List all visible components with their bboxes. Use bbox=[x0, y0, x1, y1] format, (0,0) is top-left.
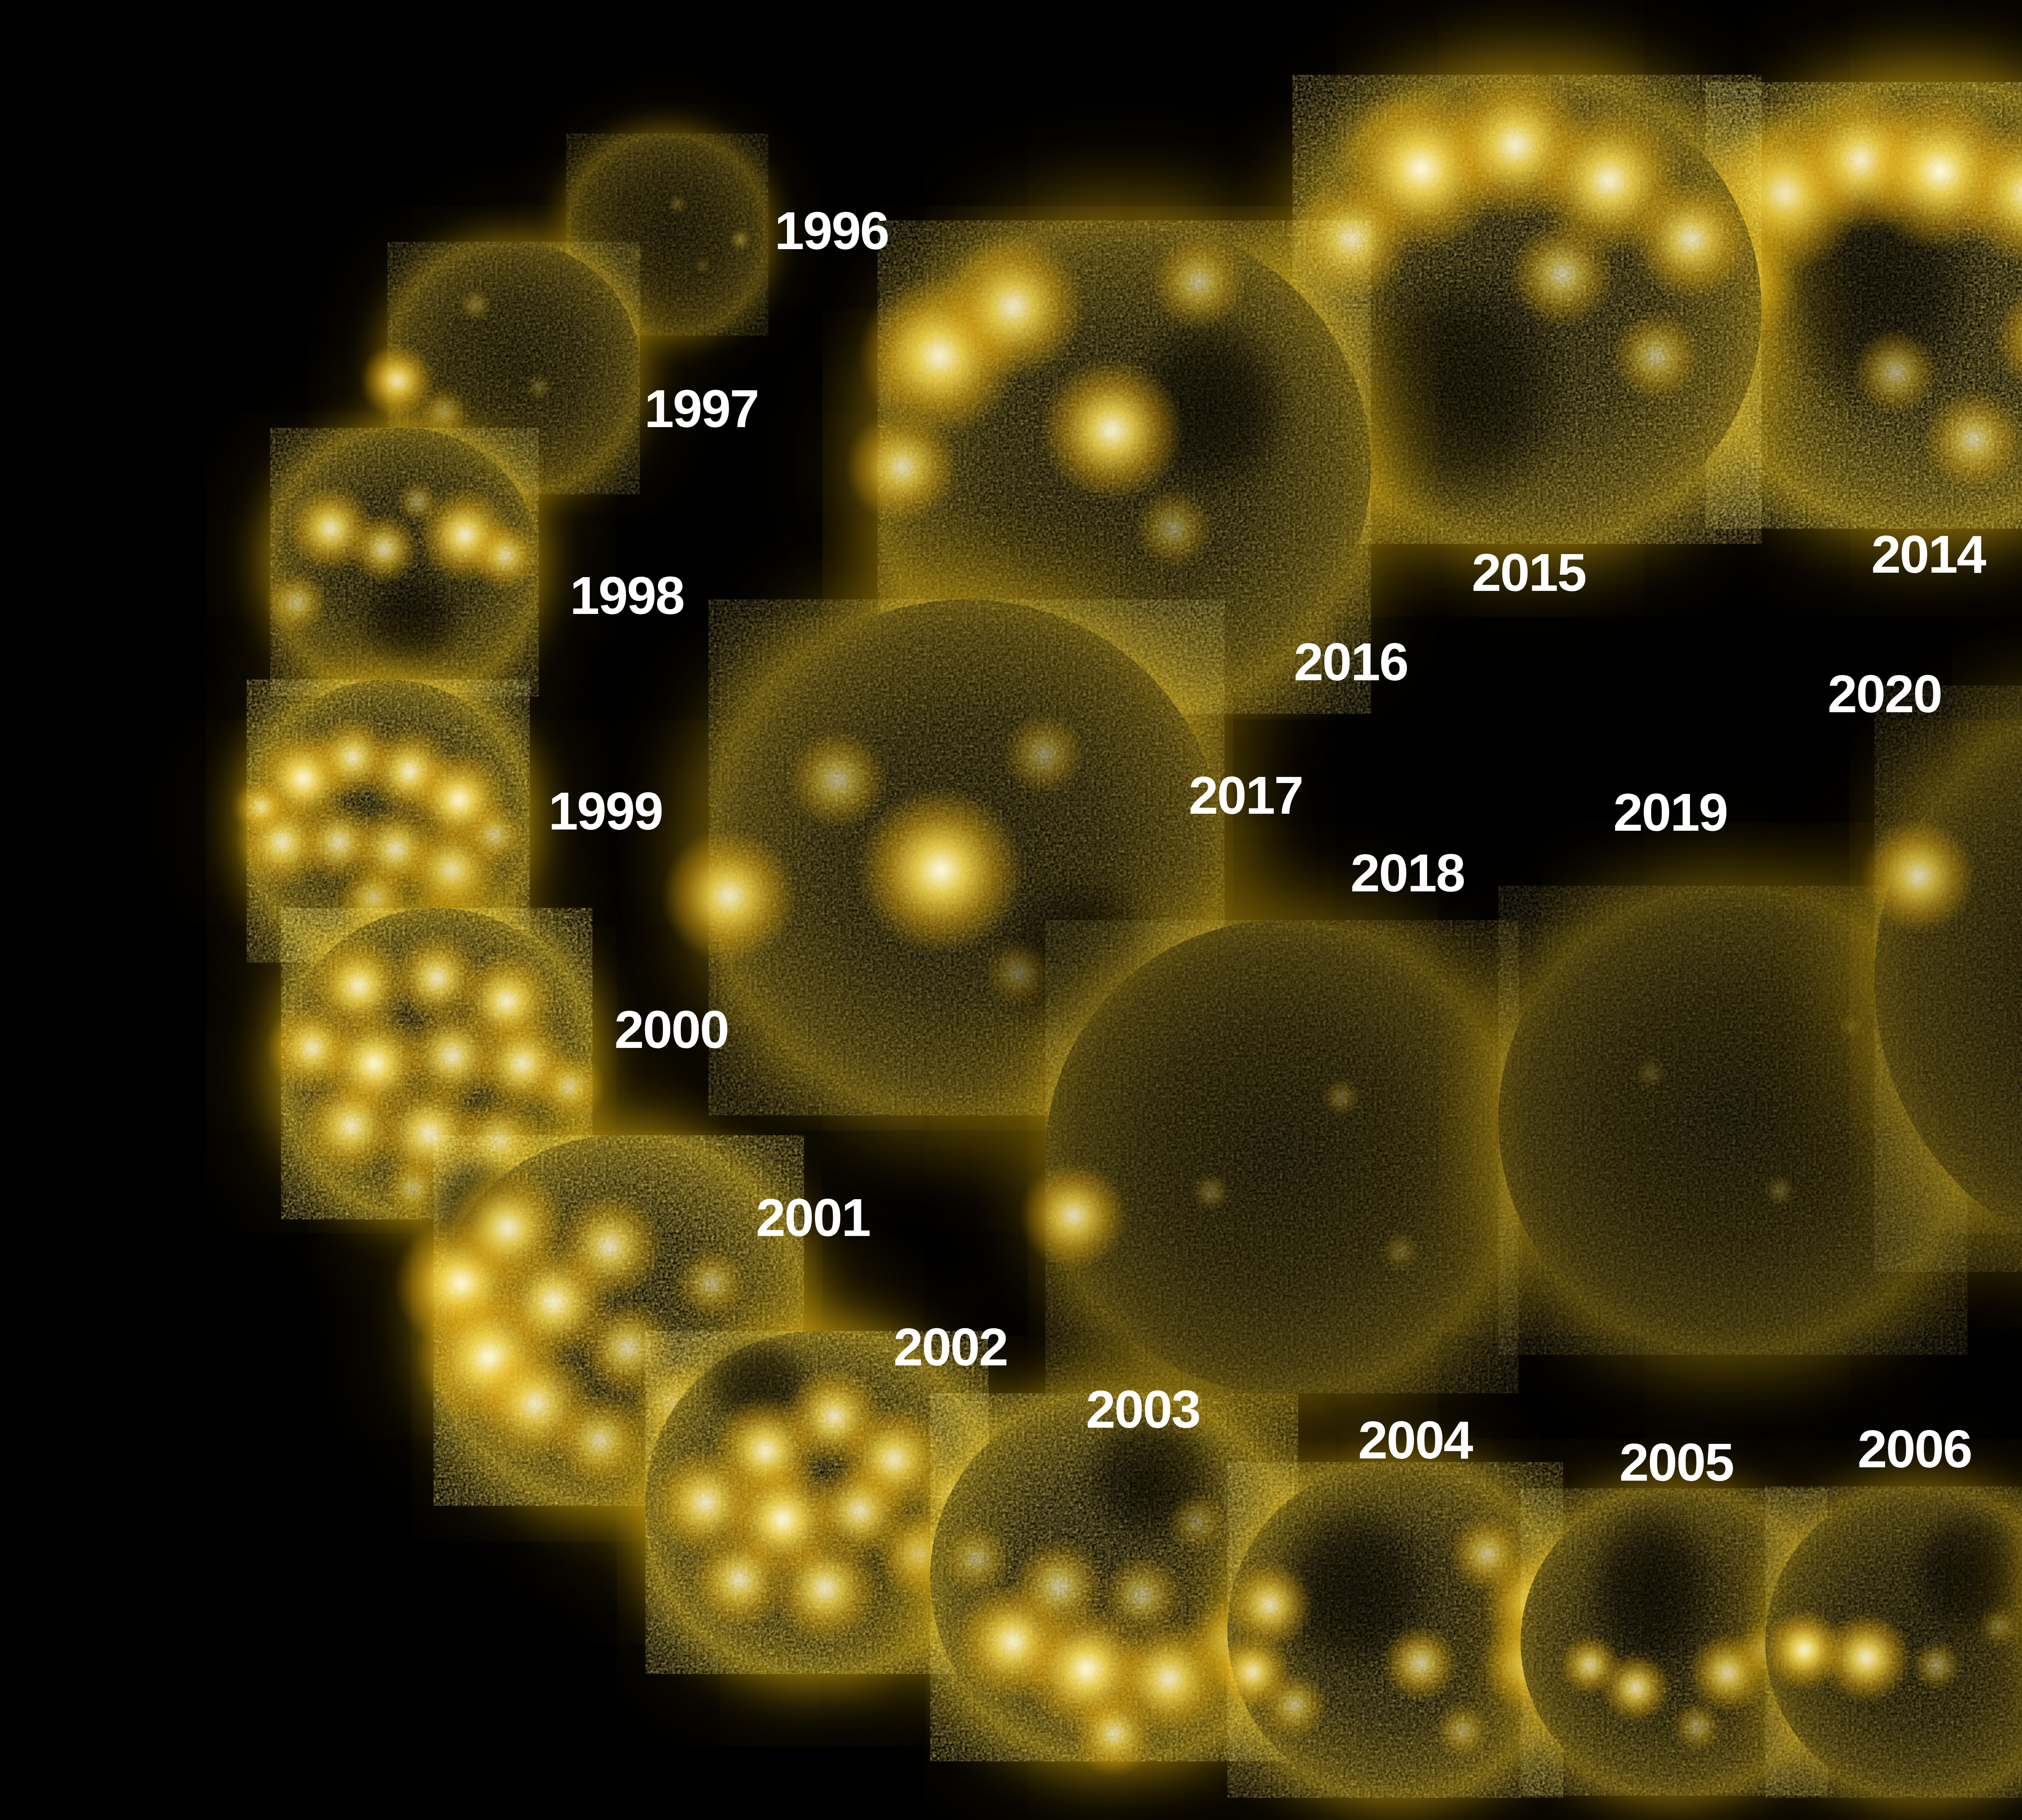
year-label-1998: 1998 bbox=[570, 565, 684, 626]
year-label-2016: 2016 bbox=[1294, 631, 1408, 692]
year-label-2004: 2004 bbox=[1358, 1409, 1472, 1471]
year-label-2020: 2020 bbox=[1827, 663, 1942, 724]
year-label-2019: 2019 bbox=[1613, 782, 1727, 843]
year-label-1996: 1996 bbox=[774, 200, 888, 261]
year-label-2017: 2017 bbox=[1189, 765, 1303, 826]
year-label-2014: 2014 bbox=[1871, 524, 1985, 585]
year-label-2000: 2000 bbox=[614, 999, 728, 1060]
year-label-2006: 2006 bbox=[1857, 1418, 1971, 1479]
year-label-1999: 1999 bbox=[548, 781, 662, 842]
year-label-2001: 2001 bbox=[756, 1187, 870, 1248]
year-label-2002: 2002 bbox=[893, 1316, 1007, 1378]
year-label-2018: 2018 bbox=[1350, 842, 1464, 904]
year-label-1997: 1997 bbox=[644, 378, 758, 439]
year-labels-layer: 1996 1997 1998 1999 2000 2001 2002 2003 2004 2005… bbox=[0, 0, 2022, 1820]
year-label-2003: 2003 bbox=[1086, 1379, 1200, 1440]
year-label-2015: 2015 bbox=[1472, 542, 1586, 603]
montage-canvas: 1996 1997 1998 1999 2000 2001 2002 2003 2004 2005… bbox=[0, 0, 2022, 1820]
year-label-2005: 2005 bbox=[1619, 1432, 1733, 1493]
